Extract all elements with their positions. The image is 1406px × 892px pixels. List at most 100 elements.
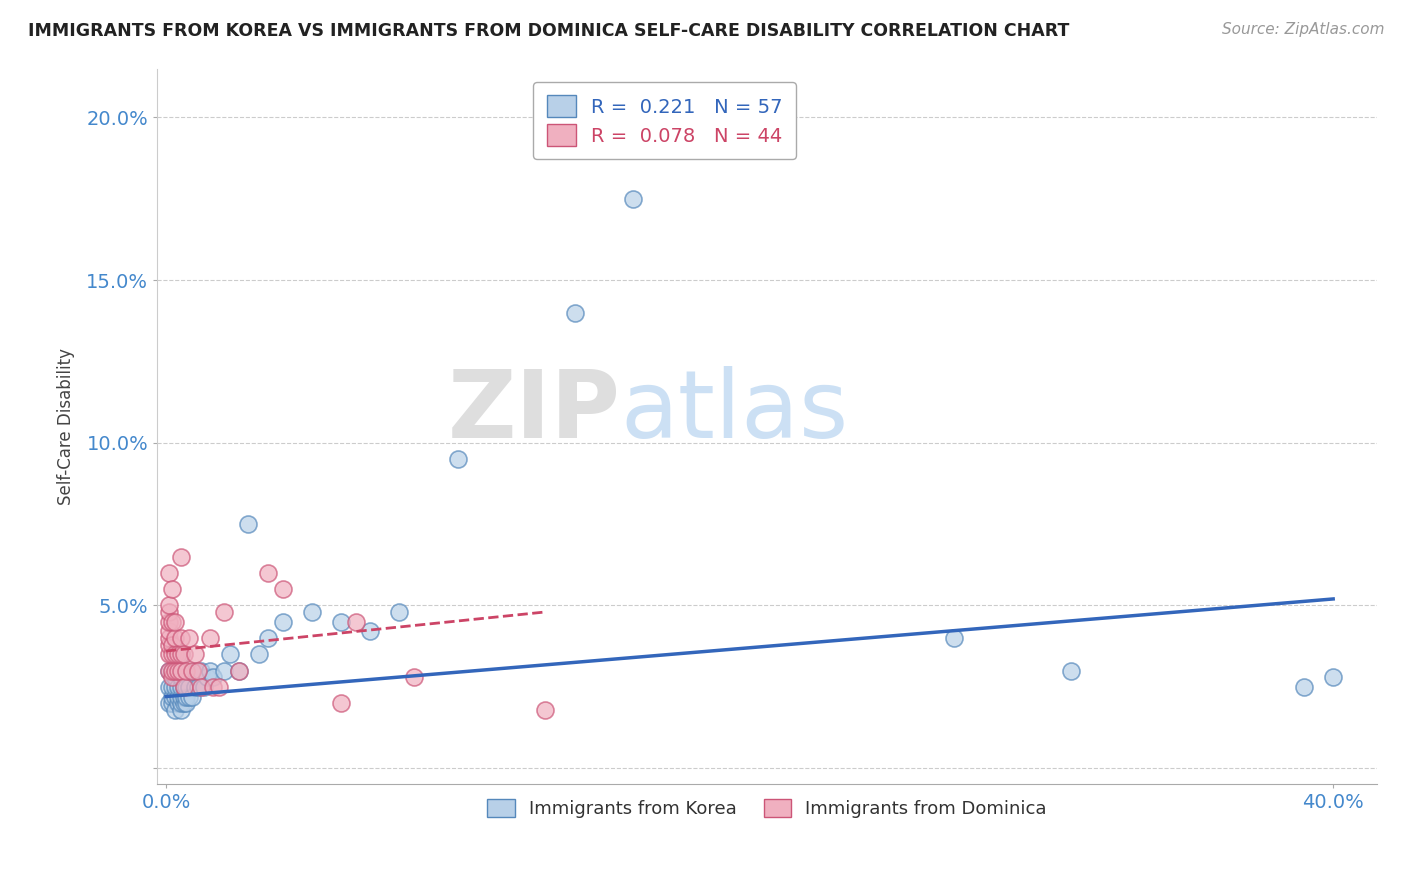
Point — [157, 624, 180, 639]
Point — [176, 690, 198, 704]
Point — [169, 631, 191, 645]
Point — [169, 549, 191, 564]
Point — [169, 664, 191, 678]
Point — [163, 690, 186, 704]
Point — [176, 680, 198, 694]
Point — [359, 624, 381, 639]
Point — [169, 690, 191, 704]
Point — [534, 702, 557, 716]
Point — [169, 670, 191, 684]
Point — [1059, 664, 1081, 678]
Point — [157, 696, 180, 710]
Point — [184, 647, 207, 661]
Point — [160, 680, 183, 694]
Point — [330, 696, 353, 710]
Point — [173, 647, 195, 661]
Point — [169, 647, 191, 661]
Point — [157, 638, 180, 652]
Point — [173, 680, 195, 694]
Point — [157, 605, 180, 619]
Point — [257, 566, 280, 580]
Point — [157, 680, 180, 694]
Point — [271, 615, 294, 629]
Point — [942, 631, 965, 645]
Point — [163, 647, 186, 661]
Point — [214, 664, 236, 678]
Point — [564, 305, 586, 319]
Point — [271, 582, 294, 597]
Point — [344, 615, 367, 629]
Point — [163, 664, 186, 678]
Point — [207, 680, 229, 694]
Point — [257, 631, 280, 645]
Point — [166, 664, 188, 678]
Point — [166, 690, 188, 704]
Point — [163, 615, 186, 629]
Point — [163, 670, 186, 684]
Point — [181, 690, 204, 704]
Point — [173, 690, 195, 704]
Point — [187, 680, 209, 694]
Text: IMMIGRANTS FROM KOREA VS IMMIGRANTS FROM DOMINICA SELF-CARE DISABILITY CORRELATI: IMMIGRANTS FROM KOREA VS IMMIGRANTS FROM… — [28, 22, 1070, 40]
Point — [157, 615, 180, 629]
Point — [228, 664, 250, 678]
Text: Source: ZipAtlas.com: Source: ZipAtlas.com — [1222, 22, 1385, 37]
Point — [157, 599, 180, 613]
Y-axis label: Self-Care Disability: Self-Care Disability — [58, 348, 75, 505]
Point — [166, 680, 188, 694]
Point — [219, 647, 242, 661]
Point — [236, 517, 259, 532]
Point — [173, 696, 195, 710]
Point — [160, 696, 183, 710]
Point — [160, 647, 183, 661]
Text: atlas: atlas — [621, 366, 849, 458]
Point — [169, 680, 191, 694]
Point — [169, 702, 191, 716]
Point — [198, 664, 221, 678]
Point — [201, 680, 224, 694]
Point — [179, 680, 201, 694]
Point — [228, 664, 250, 678]
Point — [166, 647, 188, 661]
Point — [190, 664, 212, 678]
Point — [179, 690, 201, 704]
Point — [163, 702, 186, 716]
Point — [187, 664, 209, 678]
Point — [160, 615, 183, 629]
Point — [1322, 670, 1344, 684]
Point — [249, 647, 271, 661]
Point — [201, 670, 224, 684]
Point — [160, 582, 183, 597]
Point — [166, 696, 188, 710]
Point — [176, 664, 198, 678]
Point — [621, 192, 644, 206]
Point — [157, 664, 180, 678]
Point — [163, 664, 186, 678]
Point — [176, 696, 198, 710]
Point — [157, 647, 180, 661]
Text: ZIP: ZIP — [449, 366, 621, 458]
Point — [163, 631, 186, 645]
Point — [181, 664, 204, 678]
Point — [190, 680, 212, 694]
Point — [169, 696, 191, 710]
Point — [160, 690, 183, 704]
Point — [198, 631, 221, 645]
Point — [447, 452, 470, 467]
Point — [157, 566, 180, 580]
Point — [301, 605, 323, 619]
Point — [1292, 680, 1315, 694]
Point — [173, 680, 195, 694]
Point — [169, 647, 191, 661]
Point — [214, 605, 236, 619]
Point — [184, 680, 207, 694]
Point — [157, 664, 180, 678]
Legend: Immigrants from Korea, Immigrants from Dominica: Immigrants from Korea, Immigrants from D… — [481, 792, 1054, 825]
Point — [160, 638, 183, 652]
Point — [179, 631, 201, 645]
Point — [330, 615, 353, 629]
Point — [163, 680, 186, 694]
Point — [160, 664, 183, 678]
Point — [184, 664, 207, 678]
Point — [166, 664, 188, 678]
